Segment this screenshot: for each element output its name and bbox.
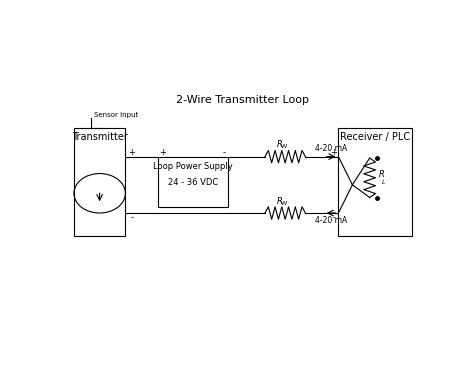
Text: R: R bbox=[277, 197, 283, 206]
Text: 4-20 mA: 4-20 mA bbox=[315, 216, 347, 225]
Text: -: - bbox=[222, 147, 225, 157]
Text: 2-Wire Transmitter Loop: 2-Wire Transmitter Loop bbox=[176, 95, 310, 105]
Text: L: L bbox=[382, 180, 385, 185]
FancyBboxPatch shape bbox=[158, 157, 228, 208]
Text: 24 - 36 VDC: 24 - 36 VDC bbox=[168, 178, 219, 187]
Text: -: - bbox=[130, 214, 133, 223]
FancyBboxPatch shape bbox=[338, 128, 412, 236]
Text: 4-20 mA: 4-20 mA bbox=[315, 144, 347, 153]
Text: +: + bbox=[330, 147, 337, 157]
Text: W: W bbox=[281, 144, 287, 149]
Text: R: R bbox=[379, 171, 385, 179]
Text: +: + bbox=[128, 147, 135, 157]
Text: -: - bbox=[332, 214, 335, 223]
Text: Loop Power Supply: Loop Power Supply bbox=[154, 162, 233, 171]
Text: R: R bbox=[277, 140, 283, 149]
Text: W: W bbox=[281, 201, 287, 206]
Text: Receiver / PLC: Receiver / PLC bbox=[340, 132, 410, 142]
Text: +: + bbox=[159, 147, 166, 157]
FancyBboxPatch shape bbox=[74, 128, 125, 236]
Text: Transmitter: Transmitter bbox=[72, 132, 128, 142]
Text: Sensor Input: Sensor Input bbox=[94, 112, 138, 118]
